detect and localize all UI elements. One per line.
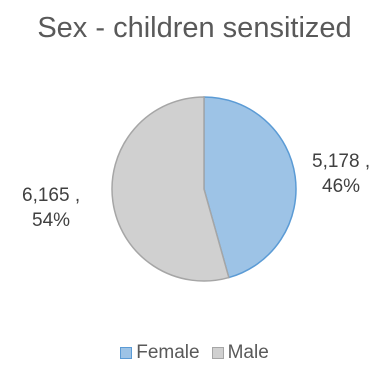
- data-label-female-value: 5,178 ,: [312, 151, 371, 172]
- data-label-female: 5,178 , 46%: [312, 149, 370, 199]
- chart-title: Sex - children sensitized: [37, 12, 352, 44]
- pie-slice-male: [111, 96, 230, 282]
- data-label-male-percent: 54%: [32, 210, 71, 231]
- legend-swatch-female: [120, 347, 133, 359]
- data-label-male-value: 6,165 ,: [22, 185, 81, 206]
- legend-label-male: Male: [227, 342, 269, 363]
- legend-swatch-male: [211, 347, 224, 359]
- legend-label-female: Female: [136, 342, 200, 363]
- chart-legend: Female Male: [0, 342, 389, 364]
- pie-slice-female: [203, 96, 297, 279]
- legend-item-female: Female: [120, 342, 200, 364]
- data-label-female-percent: 46%: [322, 176, 361, 197]
- data-label-male: 6,165 , 54%: [22, 183, 80, 233]
- legend-item-male: Male: [211, 342, 269, 364]
